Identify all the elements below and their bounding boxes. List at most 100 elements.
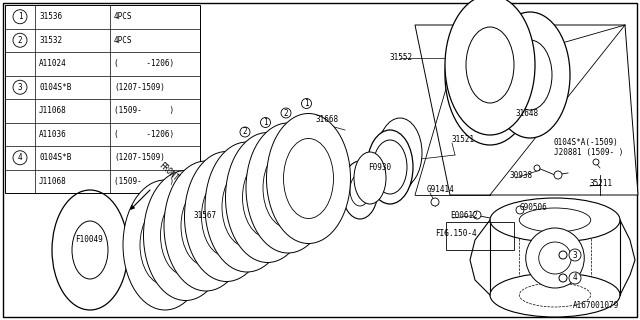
Circle shape (240, 127, 250, 137)
Text: 31532: 31532 (39, 36, 62, 45)
Ellipse shape (466, 27, 514, 103)
Text: A11024: A11024 (39, 59, 67, 68)
Text: 31536: 31536 (39, 12, 62, 21)
Text: 0104S*B: 0104S*B (39, 153, 72, 162)
Text: 4: 4 (18, 153, 22, 162)
Text: (1509-      ): (1509- ) (114, 106, 174, 115)
Ellipse shape (539, 242, 572, 274)
Text: J20881 (1509- ): J20881 (1509- ) (554, 148, 623, 157)
Text: 3: 3 (573, 251, 577, 260)
Circle shape (13, 151, 27, 165)
Text: A11036: A11036 (39, 130, 67, 139)
Circle shape (13, 10, 27, 24)
Text: 4PCS: 4PCS (114, 36, 132, 45)
Polygon shape (415, 25, 638, 195)
Ellipse shape (534, 165, 540, 171)
Ellipse shape (181, 186, 231, 266)
Text: 4PCS: 4PCS (114, 12, 132, 21)
Circle shape (301, 99, 312, 108)
Text: 1: 1 (18, 12, 22, 21)
Text: G91414: G91414 (427, 186, 455, 195)
Text: 2: 2 (284, 108, 288, 117)
Ellipse shape (431, 198, 439, 206)
Text: 2: 2 (18, 36, 22, 45)
Text: FRONT: FRONT (157, 161, 180, 183)
Ellipse shape (525, 228, 584, 288)
Ellipse shape (143, 171, 227, 300)
Ellipse shape (373, 140, 407, 194)
Circle shape (569, 272, 581, 284)
Text: 31668: 31668 (316, 116, 339, 124)
Text: 31521: 31521 (452, 135, 475, 145)
Text: A167001079: A167001079 (573, 300, 620, 309)
Text: (1509-      ): (1509- ) (114, 177, 174, 186)
Ellipse shape (367, 130, 413, 204)
Ellipse shape (559, 251, 567, 259)
Ellipse shape (184, 151, 269, 282)
Ellipse shape (516, 206, 524, 214)
Ellipse shape (266, 114, 351, 244)
Bar (5, 5, 200, 193)
Ellipse shape (554, 171, 562, 179)
Ellipse shape (490, 198, 620, 242)
Text: F0930: F0930 (368, 163, 391, 172)
Ellipse shape (508, 40, 552, 110)
Circle shape (260, 117, 271, 127)
Circle shape (569, 249, 581, 261)
Text: J11068: J11068 (39, 106, 67, 115)
Ellipse shape (225, 132, 310, 262)
Text: (1207-1509): (1207-1509) (114, 83, 165, 92)
Ellipse shape (123, 180, 207, 310)
Ellipse shape (350, 174, 370, 206)
Text: 0104S*B: 0104S*B (39, 83, 72, 92)
Ellipse shape (263, 148, 313, 228)
Ellipse shape (490, 12, 570, 138)
Text: F10049: F10049 (75, 236, 103, 244)
Text: 3: 3 (18, 83, 22, 92)
Circle shape (13, 80, 27, 94)
Ellipse shape (202, 177, 252, 257)
Ellipse shape (140, 205, 190, 285)
Ellipse shape (519, 283, 591, 307)
Text: 30938: 30938 (510, 171, 533, 180)
Text: 1: 1 (263, 118, 268, 127)
Ellipse shape (473, 211, 481, 219)
Ellipse shape (490, 273, 620, 317)
Text: 31567: 31567 (193, 211, 216, 220)
Ellipse shape (72, 221, 108, 279)
Text: (      -1206): ( -1206) (114, 130, 174, 139)
Text: 1: 1 (304, 99, 309, 108)
Ellipse shape (354, 152, 386, 204)
Ellipse shape (246, 123, 330, 253)
Ellipse shape (342, 161, 378, 219)
Ellipse shape (52, 190, 128, 310)
Ellipse shape (378, 118, 422, 188)
Text: 0104S*A(-1509): 0104S*A(-1509) (554, 139, 619, 148)
Text: FIG.150-4: FIG.150-4 (435, 228, 477, 237)
Text: 4: 4 (573, 274, 577, 283)
Ellipse shape (161, 196, 211, 276)
Circle shape (281, 108, 291, 118)
Ellipse shape (164, 161, 248, 291)
Text: 35211: 35211 (590, 180, 613, 188)
Ellipse shape (284, 139, 333, 219)
Ellipse shape (205, 142, 289, 272)
Circle shape (13, 33, 27, 47)
Ellipse shape (593, 159, 599, 165)
Ellipse shape (445, 0, 535, 135)
Text: E00612: E00612 (450, 211, 477, 220)
Text: (      -1206): ( -1206) (114, 59, 174, 68)
Text: 2: 2 (243, 127, 247, 137)
Ellipse shape (222, 167, 272, 247)
Bar (446, 222, 514, 250)
Text: J11068: J11068 (39, 177, 67, 186)
Ellipse shape (373, 125, 417, 195)
Ellipse shape (559, 274, 567, 282)
Ellipse shape (519, 208, 591, 232)
Text: 31648: 31648 (515, 108, 538, 117)
Text: 31552: 31552 (390, 53, 413, 62)
Text: G90506: G90506 (520, 204, 548, 212)
Ellipse shape (466, 37, 514, 113)
Ellipse shape (243, 157, 292, 237)
Ellipse shape (445, 5, 535, 145)
